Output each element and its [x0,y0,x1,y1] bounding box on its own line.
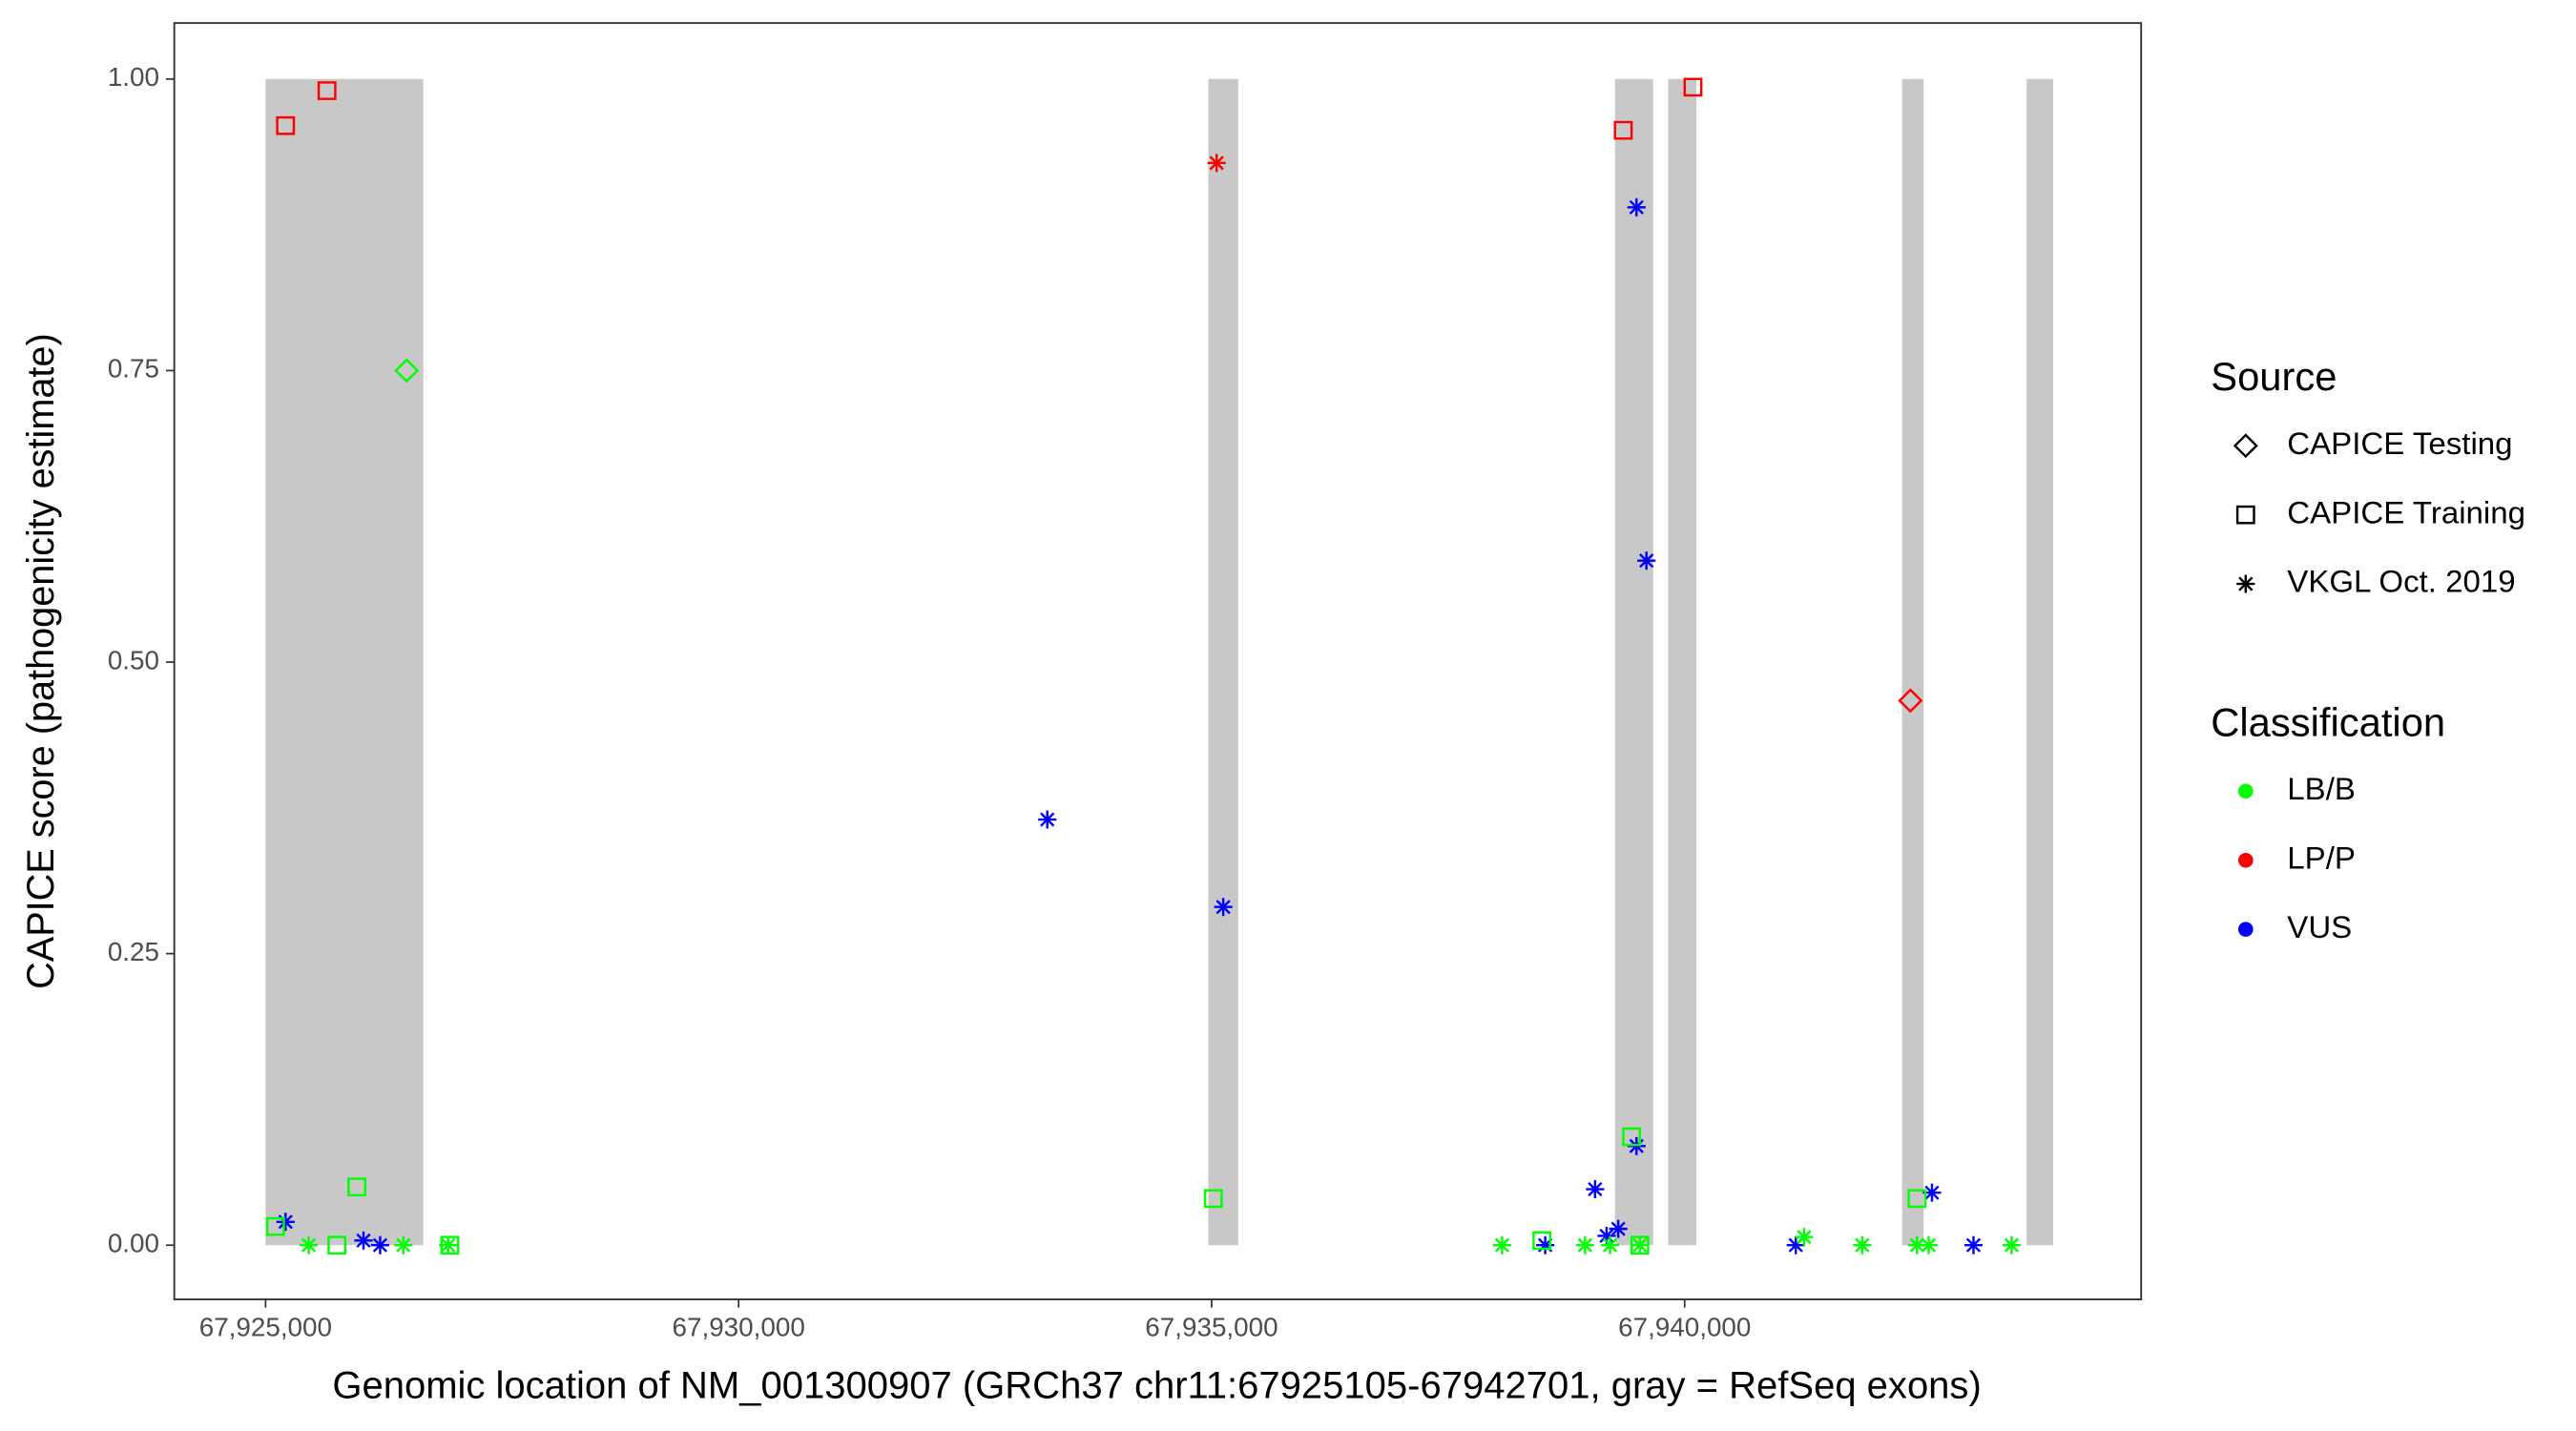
point [354,1231,373,1250]
point-stroke [1610,1221,1626,1236]
exon [1208,78,1238,1246]
y-axis-title: CAPICE score (pathogenicity estimate) [20,333,62,989]
legend-label: CAPICE Testing [2287,425,2512,461]
legend-key [2236,574,2255,593]
x-axis-title: Genomic location of NM_001300907 (GRCh37… [332,1365,1981,1407]
point [1203,1189,1223,1209]
point-stroke [278,1214,293,1230]
x-tick-label: 67,940,000 [1618,1312,1751,1341]
legend-title: Classification [2211,699,2445,744]
point [1207,154,1226,173]
point [1683,77,1703,97]
point-stroke [1577,1237,1592,1253]
legend-title: Source [2211,354,2337,399]
point-stroke [301,1237,317,1253]
exon [1901,78,1924,1246]
point [347,1177,366,1196]
point [1627,197,1646,217]
point [1613,120,1633,140]
point-stroke [372,1237,388,1253]
legend-key [2235,505,2255,525]
point [370,1235,390,1255]
plot-border [173,22,2143,1301]
legend-label: VKGL Oct. 2019 [2287,564,2515,599]
point [1038,810,1057,829]
point-stroke [441,1237,456,1253]
point [1586,1180,1605,1199]
legend-key [2233,433,2258,459]
point [276,115,296,135]
point [1631,1235,1650,1255]
legend-key [2237,783,2254,799]
point [394,1235,413,1255]
point-stroke [2238,576,2254,591]
point-stroke [1639,553,1654,569]
point [1919,1235,1939,1255]
point-stroke [1215,900,1231,915]
y-tick-label: 0.00 [108,1229,159,1258]
point [317,81,337,100]
point-stroke [1040,812,1055,827]
point [300,1235,319,1255]
y-tick-label: 0.75 [108,354,159,384]
point [265,1216,285,1236]
point [440,1235,460,1255]
point [1795,1228,1814,1247]
point-stroke [1632,1237,1648,1253]
point [1963,1235,1984,1255]
point [1600,1235,1620,1255]
point-stroke [1924,1185,1940,1200]
x-tick-label: 67,930,000 [673,1312,805,1341]
point [1922,1183,1942,1202]
exon [265,78,424,1246]
point-stroke [1855,1237,1870,1253]
point-stroke [1965,1237,1982,1253]
point [1630,1235,1650,1255]
point-stroke [1209,156,1224,171]
y-tick-label: 1.00 [108,62,159,92]
point-stroke [1588,1181,1603,1197]
point-stroke [396,1237,411,1253]
point-stroke [1602,1237,1618,1253]
legend-key [2237,852,2254,868]
exon [2026,78,2053,1246]
point [1492,1235,1511,1255]
y-tick-label: 0.25 [108,937,159,966]
point [1853,1235,1872,1255]
point [276,1213,295,1232]
point [1214,898,1233,917]
point [1907,1189,1927,1209]
legend-key [2237,922,2254,937]
exon [1668,78,1696,1246]
y-tick-label: 0.50 [108,645,159,674]
point-stroke [356,1233,371,1248]
point-stroke [2004,1237,2020,1253]
legend-label: VUS [2287,909,2352,944]
point [2002,1235,2022,1255]
exon [1614,78,1653,1246]
point [1622,1127,1642,1147]
point [327,1235,347,1255]
plot-background [174,23,2142,1300]
legend-label: CAPICE Training [2287,494,2525,529]
point-stroke [1629,199,1644,215]
legend-label: LP/P [2287,840,2356,876]
legend-label: LB/B [2287,771,2356,806]
point-stroke [1599,1228,1614,1244]
point-stroke [1797,1230,1812,1245]
point-stroke [1921,1237,1937,1253]
x-tick-label: 67,935,000 [1145,1312,1278,1341]
point [394,358,420,384]
point [439,1235,458,1255]
point-stroke [1494,1237,1510,1253]
point [1536,1235,1555,1255]
point [1575,1235,1594,1255]
point [1532,1231,1552,1251]
x-tick-label: 67,925,000 [199,1312,332,1341]
point [1898,688,1923,714]
point [1637,551,1656,570]
point-stroke [1909,1237,1924,1253]
